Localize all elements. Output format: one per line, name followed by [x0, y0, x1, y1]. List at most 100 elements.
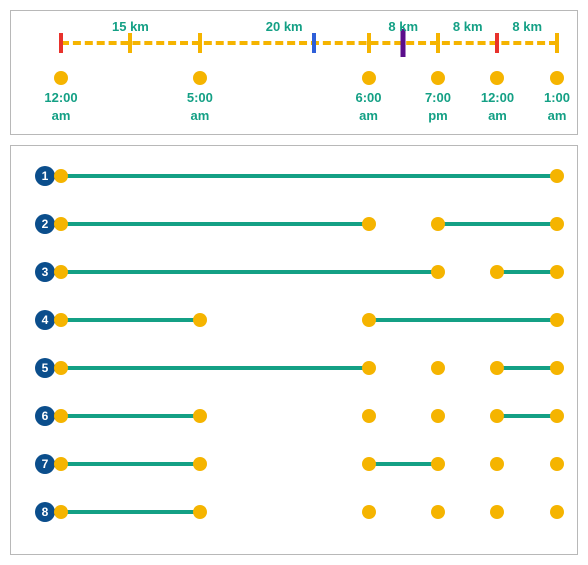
- row-badge: 4: [35, 310, 55, 330]
- timeline-distance-label: 20 km: [266, 19, 303, 34]
- rows-area: 1 2 3 4 5 6 7 8: [35, 166, 557, 534]
- timeline-distance-label: 8 km: [512, 19, 542, 34]
- segment-line: [369, 318, 557, 322]
- segment-dot: [550, 217, 564, 231]
- segment-line: [61, 414, 200, 418]
- segment-dot: [193, 457, 207, 471]
- segment-line: [369, 462, 438, 466]
- row: 7: [35, 454, 557, 474]
- segment-dot: [54, 313, 68, 327]
- segment-dot: [362, 361, 376, 375]
- row-badge: 5: [35, 358, 55, 378]
- segment-dot: [193, 313, 207, 327]
- timeline-marker-dot: [54, 71, 68, 85]
- timeline-tick: [312, 33, 316, 53]
- timeline-tick: [495, 33, 499, 53]
- segment-line: [438, 222, 557, 226]
- segment-dot: [54, 265, 68, 279]
- segment-line: [61, 174, 557, 178]
- row-badge: 3: [35, 262, 55, 282]
- segment-dot: [431, 409, 445, 423]
- segment-line: [497, 414, 557, 418]
- row-track: [61, 262, 557, 282]
- segment-dot: [54, 409, 68, 423]
- timeline-time-label: 5:00 am: [187, 89, 213, 124]
- row: 8: [35, 502, 557, 522]
- row-badge: 1: [35, 166, 55, 186]
- timeline-marker-dot: [193, 71, 207, 85]
- segment-line: [497, 366, 557, 370]
- segment-dot: [550, 313, 564, 327]
- row-track: [61, 214, 557, 234]
- segment-dot: [362, 409, 376, 423]
- segment-line: [61, 366, 369, 370]
- row-badge: 2: [35, 214, 55, 234]
- row: 3: [35, 262, 557, 282]
- segment-dot: [54, 217, 68, 231]
- segment-line: [61, 510, 200, 514]
- timeline-distance-label: 8 km: [453, 19, 483, 34]
- row-badge: 8: [35, 502, 55, 522]
- timeline-marker-dot: [362, 71, 376, 85]
- segment-dot: [431, 505, 445, 519]
- segment-dot: [550, 361, 564, 375]
- timeline-time-label: 12:00 am: [44, 89, 77, 124]
- segment-dot: [431, 361, 445, 375]
- segment-dot: [431, 457, 445, 471]
- timeline-tick: [367, 33, 371, 53]
- row-track: [61, 502, 557, 522]
- segment-dot: [550, 457, 564, 471]
- rows-panel: 1 2 3 4 5 6 7 8: [10, 145, 578, 555]
- segment-line: [61, 222, 369, 226]
- timeline-axis: [61, 41, 557, 45]
- segment-dot: [490, 265, 504, 279]
- segment-dot: [490, 409, 504, 423]
- segment-line: [497, 270, 557, 274]
- timeline-tick: [128, 33, 132, 53]
- row-badge: 7: [35, 454, 55, 474]
- segment-dot: [193, 505, 207, 519]
- segment-line: [61, 318, 200, 322]
- timeline-tick: [555, 33, 559, 53]
- row-track: [61, 454, 557, 474]
- timeline-tick: [59, 33, 63, 53]
- segment-dot: [54, 505, 68, 519]
- row-track: [61, 358, 557, 378]
- segment-dot: [431, 217, 445, 231]
- row-track: [61, 406, 557, 426]
- segment-dot: [490, 457, 504, 471]
- segment-dot: [54, 457, 68, 471]
- row: 2: [35, 214, 557, 234]
- timeline-time-label: 12:00 am: [481, 89, 514, 124]
- row: 5: [35, 358, 557, 378]
- timeline-tick: [198, 33, 202, 53]
- row-track: [61, 310, 557, 330]
- segment-dot: [54, 361, 68, 375]
- segment-dot: [362, 505, 376, 519]
- segment-dot: [431, 265, 445, 279]
- row-track: [61, 166, 557, 186]
- timeline-marker-dot: [431, 71, 445, 85]
- timeline-area: 12:00 am5:00 am6:00 am7:00 pm12:00 am1:0…: [61, 11, 557, 134]
- row: 6: [35, 406, 557, 426]
- timeline-tick: [436, 33, 440, 53]
- row-badge: 6: [35, 406, 55, 426]
- timeline-marker-dot: [550, 71, 564, 85]
- timeline-time-label: 6:00 am: [356, 89, 382, 124]
- segment-dot: [550, 409, 564, 423]
- row: 4: [35, 310, 557, 330]
- segment-dot: [362, 313, 376, 327]
- segment-line: [61, 270, 438, 274]
- segment-dot: [54, 169, 68, 183]
- segment-dot: [550, 169, 564, 183]
- segment-dot: [362, 217, 376, 231]
- timeline-marker-dot: [490, 71, 504, 85]
- segment-dot: [193, 409, 207, 423]
- segment-dot: [362, 457, 376, 471]
- timeline-distance-label: 8 km: [388, 19, 418, 34]
- timeline-time-label: 1:00 am: [544, 89, 570, 124]
- segment-line: [61, 462, 200, 466]
- row: 1: [35, 166, 557, 186]
- segment-dot: [490, 361, 504, 375]
- timeline-time-label: 7:00 pm: [425, 89, 451, 124]
